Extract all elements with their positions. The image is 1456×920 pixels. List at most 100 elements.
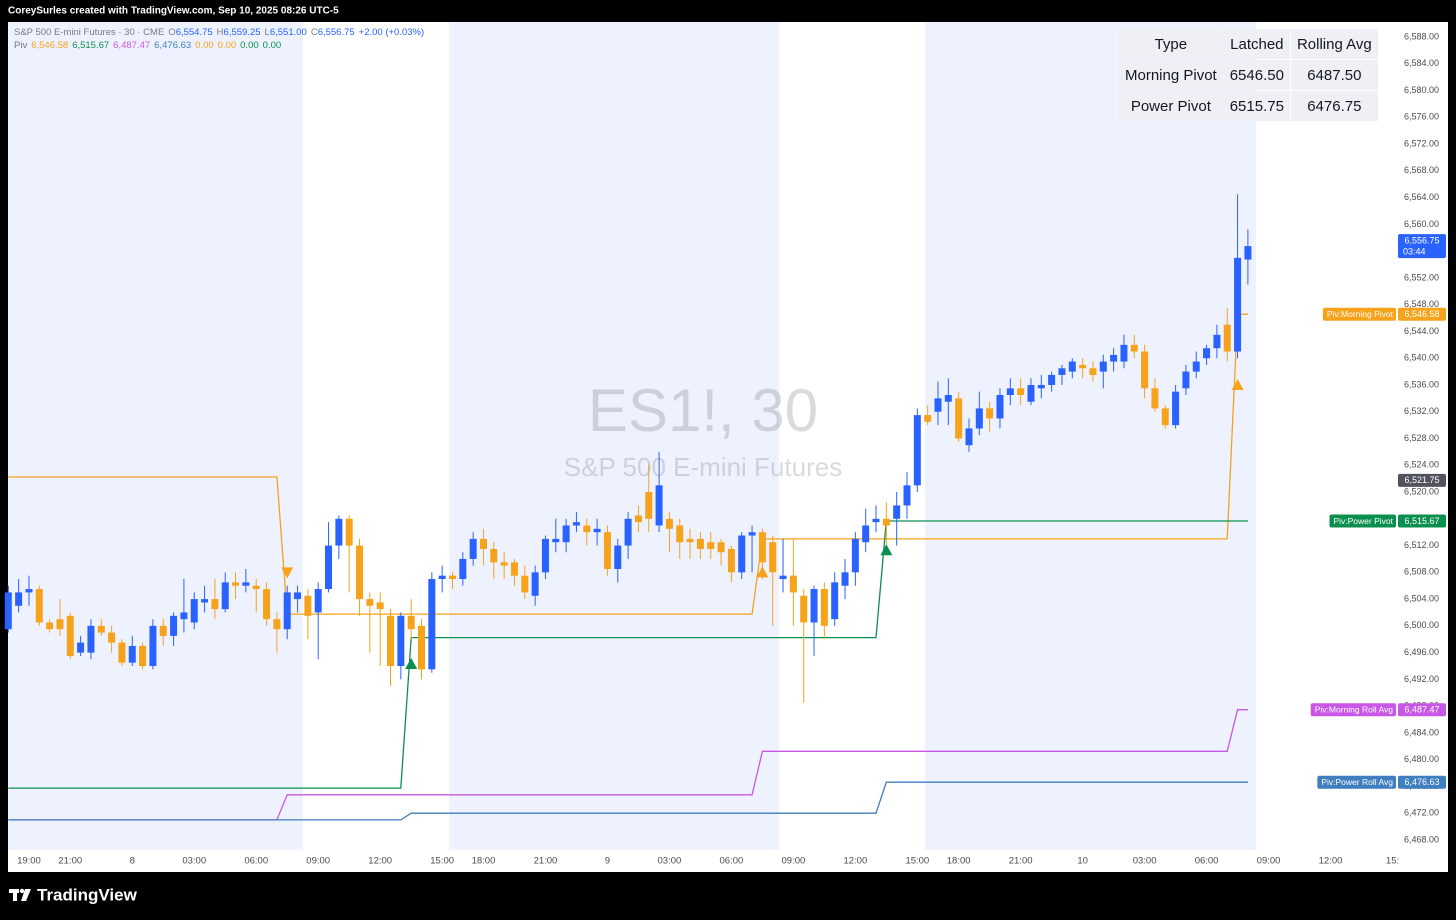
candle-body: [1058, 368, 1066, 375]
candle-body: [159, 625, 167, 636]
candle-body: [66, 615, 74, 656]
candle-body: [996, 395, 1004, 419]
price-tags: 6,521.75 6,546.58 Piv:Morning Pivot 6,515.6…: [1310, 234, 1446, 789]
candle-body: [97, 625, 105, 633]
candle-body: [676, 525, 684, 543]
candle-body: [118, 642, 126, 663]
price-tag-name-bg: [1317, 775, 1396, 789]
session-shade: [925, 22, 1256, 850]
candle-body: [531, 572, 539, 596]
pivot-table: Type Latched Rolling Avg Morning Pivot 6546.…: [1118, 28, 1379, 122]
candle-body: [800, 595, 808, 623]
candle-body: [1079, 364, 1087, 369]
symbol-legend: S&P 500 E-mini Futures · 30 · CME O6,554…: [14, 27, 424, 38]
candle-body: [779, 575, 787, 580]
candle-body: [1244, 246, 1252, 260]
y-tick-label: 6,480.00: [1404, 754, 1439, 764]
candle-body: [418, 625, 425, 670]
table-header-cell: Rolling Avg: [1290, 29, 1378, 59]
indicator-value: 6,546.58: [31, 40, 69, 51]
candle-body: [893, 505, 901, 519]
candle-body: [376, 602, 384, 610]
ohlc-value: 6,559.25: [223, 27, 261, 38]
candle-body: [624, 518, 632, 546]
candle-body: [614, 545, 622, 569]
x-tick-label: 06:00: [720, 856, 744, 867]
price-tag-label: 6,476.63: [1404, 777, 1439, 787]
price-tag: [1398, 307, 1446, 321]
candle-body: [1234, 257, 1242, 352]
y-tick-label: 6,536.00: [1404, 379, 1439, 389]
signal-marker: [756, 566, 769, 578]
candle-body: [831, 582, 839, 620]
candle-body: [407, 615, 415, 630]
candle-body: [479, 538, 487, 549]
x-tick-label: 18:00: [472, 856, 496, 867]
x-tick-label: 12:00: [368, 856, 392, 867]
ohlc-item: H6,559.25: [217, 27, 261, 38]
candle-body: [283, 592, 291, 630]
price-tag-name-bg: [1310, 703, 1396, 717]
candle-body: [1068, 361, 1076, 372]
candle-body: [924, 415, 932, 422]
candle-body: [366, 599, 374, 606]
candle-body: [387, 615, 395, 666]
candle-body: [1223, 324, 1231, 352]
candle-body: [634, 515, 642, 523]
candle-body: [572, 522, 580, 526]
candle-body: [35, 589, 43, 623]
watermark-symbol: ES1!, 30: [588, 377, 818, 444]
session-shade: [449, 22, 779, 850]
signal-marker: [880, 544, 893, 556]
candle-body: [345, 518, 353, 546]
candle-body: [851, 538, 859, 573]
price-tag-label: 6,515.67: [1404, 516, 1439, 526]
price-tag-label: 6,546.58: [1404, 309, 1439, 319]
candle-body: [263, 589, 271, 620]
ohlc-value: 6,554.75: [175, 27, 213, 38]
candle-body: [128, 645, 136, 663]
candle-body: [1172, 391, 1180, 426]
x-tick-label: 21:00: [1009, 856, 1033, 867]
pivot-line: [8, 709, 1248, 821]
candle-body: [273, 619, 281, 630]
candle-body: [748, 532, 756, 536]
table-row: Power Pivot 6515.75 6476.75: [1119, 91, 1378, 121]
x-tick-label: 15:00: [905, 856, 929, 867]
candle-body: [1192, 361, 1200, 372]
ohlc-value: 6,556.75: [317, 27, 355, 38]
price-tag-name: Piv:Morning Pivot: [1327, 309, 1394, 319]
y-tick-label: 6,552.00: [1404, 272, 1439, 282]
candle-body: [872, 518, 880, 523]
ohlc-item: O6,554.75: [168, 27, 212, 38]
candle-body: [1120, 344, 1128, 362]
candle-body: [459, 558, 467, 580]
y-tick-label: 6,572.00: [1404, 138, 1439, 148]
y-tick-label: 6,468.00: [1404, 834, 1439, 844]
candle-body: [294, 592, 302, 600]
candle-body: [1161, 408, 1169, 426]
candle-body: [521, 575, 529, 593]
candle-body: [77, 642, 85, 653]
candle-body: [500, 562, 508, 566]
indicator-legend: Piv 6,546.58 6,515.67 6,487.47 6,476.63 0.00…: [14, 40, 281, 51]
x-tick-label: 03:00: [1133, 856, 1157, 867]
x-tick-label: 06:00: [244, 856, 268, 867]
brand: TradingView: [37, 885, 138, 904]
table-cell: 6476.75: [1290, 91, 1378, 121]
candle-body: [1037, 384, 1045, 389]
candle-body: [25, 589, 33, 593]
price-tag-name: Piv:Power Pivot: [1333, 516, 1393, 526]
y-tick-label: 6,576.00: [1404, 112, 1439, 122]
candle-body: [1048, 374, 1056, 385]
candle-body: [438, 575, 446, 580]
candle-body: [335, 518, 343, 546]
table-row: Morning Pivot 6546.50 6487.50: [1119, 60, 1378, 90]
candle-body: [583, 525, 591, 533]
candle-body: [1182, 371, 1190, 389]
y-tick-label: 6,568.00: [1404, 165, 1439, 175]
candle-body: [707, 542, 715, 549]
y-tick-label: 6,520.00: [1404, 486, 1439, 496]
